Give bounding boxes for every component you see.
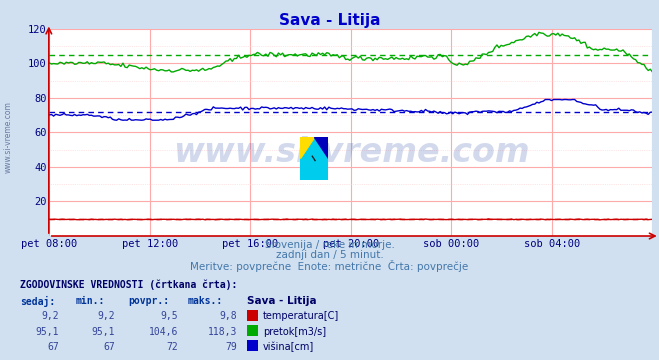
- Text: Sava - Litija: Sava - Litija: [247, 296, 317, 306]
- Text: povpr.:: povpr.:: [129, 296, 169, 306]
- Text: 67: 67: [47, 342, 59, 352]
- Polygon shape: [314, 137, 328, 158]
- Text: min.:: min.:: [76, 296, 105, 306]
- Text: temperatura[C]: temperatura[C]: [263, 311, 339, 321]
- Text: 9,2: 9,2: [42, 311, 59, 321]
- Text: sedaj:: sedaj:: [20, 296, 55, 307]
- Text: 104,6: 104,6: [148, 327, 178, 337]
- Text: 67: 67: [103, 342, 115, 352]
- Text: zadnji dan / 5 minut.: zadnji dan / 5 minut.: [275, 250, 384, 260]
- Text: višina[cm]: višina[cm]: [263, 342, 314, 352]
- Text: 9,2: 9,2: [98, 311, 115, 321]
- Text: 95,1: 95,1: [92, 327, 115, 337]
- Text: Meritve: povprečne  Enote: metrične  Črta: povprečje: Meritve: povprečne Enote: metrične Črta:…: [190, 260, 469, 272]
- Text: 79: 79: [225, 342, 237, 352]
- Text: 9,8: 9,8: [219, 311, 237, 321]
- Text: www.si-vreme.com: www.si-vreme.com: [173, 136, 529, 170]
- Text: 9,5: 9,5: [160, 311, 178, 321]
- Polygon shape: [300, 137, 314, 158]
- Text: 95,1: 95,1: [36, 327, 59, 337]
- Text: Sava - Litija: Sava - Litija: [279, 13, 380, 28]
- Text: maks.:: maks.:: [188, 296, 223, 306]
- Text: ZGODOVINSKE VREDNOSTI (črtkana črta):: ZGODOVINSKE VREDNOSTI (črtkana črta):: [20, 279, 237, 289]
- Text: www.si-vreme.com: www.si-vreme.com: [4, 101, 13, 173]
- Text: pretok[m3/s]: pretok[m3/s]: [263, 327, 326, 337]
- Text: 118,3: 118,3: [208, 327, 237, 337]
- Text: 72: 72: [166, 342, 178, 352]
- Text: Slovenija / reke in morje.: Slovenija / reke in morje.: [264, 240, 395, 250]
